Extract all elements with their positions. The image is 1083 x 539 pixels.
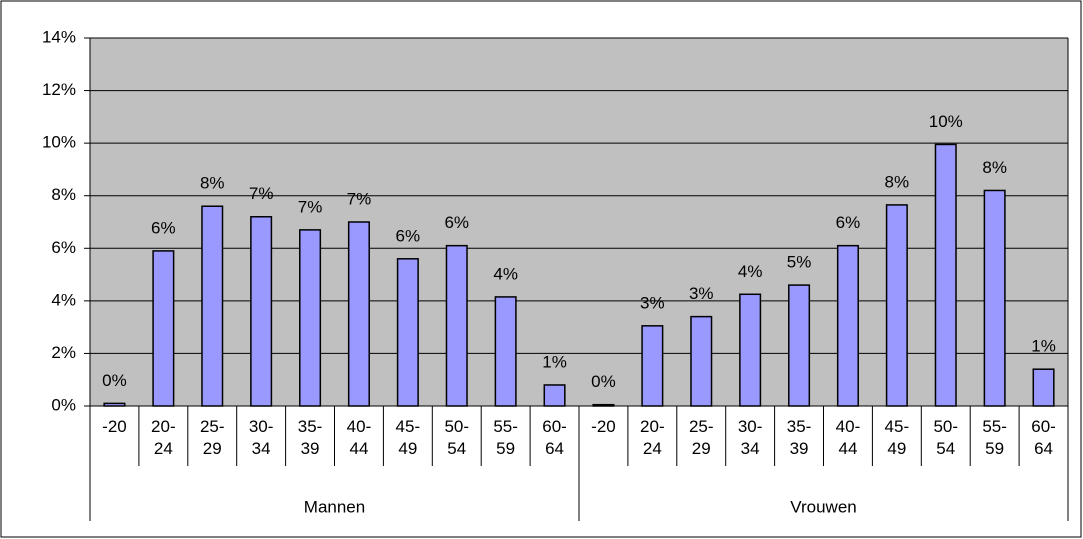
bar <box>543 384 566 407</box>
x-tick-label: 40- 44 <box>835 417 861 458</box>
value-label: 0% <box>102 371 127 390</box>
value-label: 0% <box>591 372 616 391</box>
x-tick-label: 60- 64 <box>542 417 567 458</box>
bar <box>201 205 224 407</box>
y-tick-label: 6% <box>51 238 76 257</box>
x-tick-label: 20- 24 <box>640 417 665 458</box>
x-tick-label: 30- 34 <box>248 417 274 458</box>
plot-area <box>90 38 1068 406</box>
x-tick-label: 35- 39 <box>297 417 323 458</box>
x-tick-label: 55- 59 <box>493 417 518 458</box>
value-label: 3% <box>640 293 665 312</box>
bar <box>347 221 370 407</box>
value-label: 8% <box>885 172 910 191</box>
y-tick-label: 14% <box>42 27 76 46</box>
x-tick-label: 40- 44 <box>346 417 372 458</box>
x-tick-label: -20 <box>102 417 127 436</box>
x-tick-label: 30- 34 <box>737 417 763 458</box>
x-tick-label: 25- 29 <box>199 417 225 458</box>
bar <box>788 284 811 407</box>
bar <box>739 293 762 407</box>
x-tick-label: 45- 49 <box>884 417 910 458</box>
x-tick-label: 20- 24 <box>151 417 176 458</box>
bar <box>299 229 322 407</box>
bar <box>152 250 175 407</box>
y-tick-label: 8% <box>51 185 76 204</box>
y-tick-label: 4% <box>51 290 76 309</box>
value-label: 6% <box>836 213 861 232</box>
y-tick-label: 10% <box>42 133 76 152</box>
x-tick-label: 25- 29 <box>688 417 714 458</box>
value-label: 4% <box>493 264 518 283</box>
bar <box>641 325 664 407</box>
group-label: Mannen <box>304 497 365 516</box>
y-tick-label: 2% <box>51 343 76 362</box>
value-label: 3% <box>689 284 714 303</box>
y-tick-label: 0% <box>51 395 76 414</box>
value-label: 4% <box>738 262 763 281</box>
x-tick-label: -20 <box>591 417 616 436</box>
bar <box>885 204 908 407</box>
x-tick-label: 50- 54 <box>444 417 470 458</box>
value-label: 7% <box>249 184 274 203</box>
x-tick-label: 60- 64 <box>1031 417 1056 458</box>
value-label: 7% <box>298 197 323 216</box>
value-label: 10% <box>929 112 963 131</box>
bar <box>983 189 1006 407</box>
bar <box>494 296 517 407</box>
bar <box>250 215 273 407</box>
x-tick-label: 45- 49 <box>395 417 421 458</box>
value-label: 8% <box>200 174 225 193</box>
value-label: 7% <box>347 189 372 208</box>
bar <box>445 244 468 407</box>
value-label: 5% <box>787 253 812 272</box>
bar <box>690 315 713 407</box>
value-label: 1% <box>1031 337 1056 356</box>
value-label: 8% <box>982 158 1007 177</box>
value-label: 6% <box>151 218 176 237</box>
value-label: 6% <box>396 226 421 245</box>
y-tick-label: 12% <box>42 80 76 99</box>
x-tick-label: 50- 54 <box>933 417 959 458</box>
value-label: 6% <box>444 213 469 232</box>
value-label: 1% <box>542 352 567 371</box>
bar <box>934 143 957 407</box>
x-tick-label: 35- 39 <box>786 417 812 458</box>
bar <box>1032 368 1055 407</box>
group-label: Vrouwen <box>790 497 856 516</box>
x-tick-label: 55- 59 <box>982 417 1007 458</box>
bar <box>396 258 419 407</box>
bar <box>836 244 859 407</box>
